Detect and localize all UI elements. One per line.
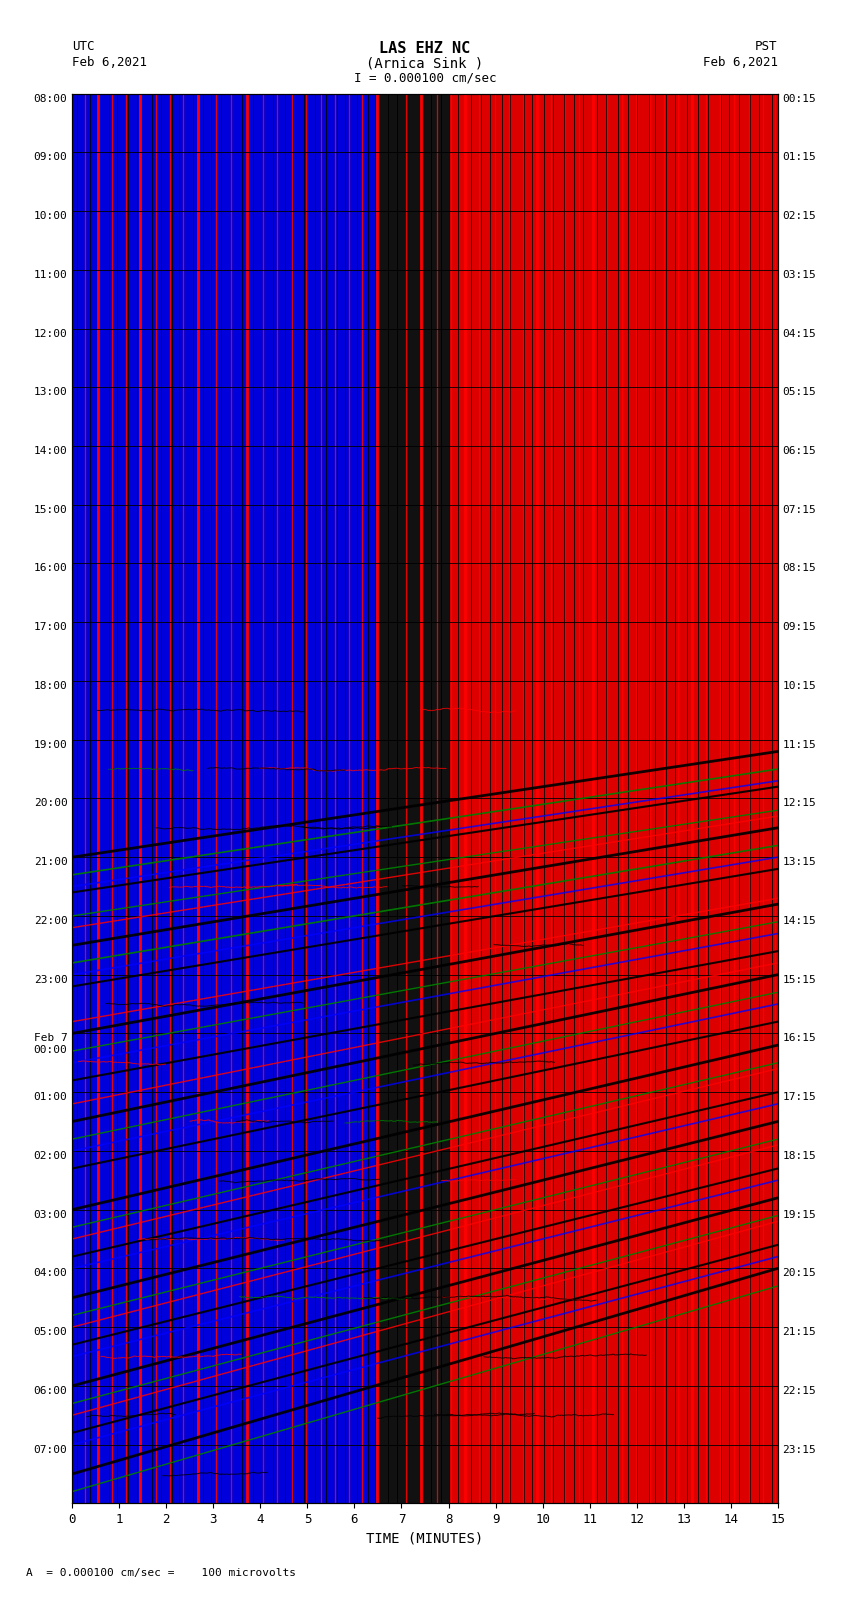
Bar [378, 505, 449, 563]
Bar [72, 94, 378, 152]
Bar [378, 1327, 449, 1386]
Bar [378, 798, 449, 857]
Bar [72, 447, 378, 505]
Bar [449, 152, 778, 211]
Bar [72, 211, 378, 269]
Bar [378, 447, 449, 505]
Bar [72, 1386, 378, 1445]
Bar [449, 623, 778, 681]
Bar [72, 1445, 378, 1503]
Text: (Arnica Sink ): (Arnica Sink ) [366, 56, 484, 71]
Bar [378, 211, 449, 269]
Bar [449, 1210, 778, 1268]
Bar [449, 94, 778, 152]
X-axis label: TIME (MINUTES): TIME (MINUTES) [366, 1532, 484, 1545]
Text: LAS EHZ NC: LAS EHZ NC [379, 40, 471, 56]
Bar [72, 798, 378, 857]
Bar [72, 857, 378, 916]
Bar [449, 211, 778, 269]
Bar [378, 387, 449, 447]
Bar [449, 387, 778, 447]
Bar [449, 1445, 778, 1503]
Bar [449, 1268, 778, 1327]
Bar [449, 269, 778, 329]
Bar [72, 974, 378, 1034]
Text: UTC: UTC [72, 40, 94, 53]
Bar [72, 740, 378, 798]
Bar [378, 681, 449, 740]
Bar [378, 563, 449, 623]
Bar [72, 152, 378, 211]
Bar [378, 1152, 449, 1210]
Bar [378, 1092, 449, 1152]
Bar [72, 1152, 378, 1210]
Bar [72, 623, 378, 681]
Bar [378, 1445, 449, 1503]
Bar [72, 329, 378, 387]
Bar [378, 1268, 449, 1327]
Bar [72, 269, 378, 329]
Bar [72, 563, 378, 623]
Bar [378, 1034, 449, 1092]
Bar [449, 447, 778, 505]
Bar [449, 505, 778, 563]
Bar [378, 94, 449, 152]
Bar [378, 740, 449, 798]
Bar [449, 1386, 778, 1445]
Text: Feb 6,2021: Feb 6,2021 [703, 56, 778, 69]
Text: PST: PST [756, 40, 778, 53]
Bar [378, 1386, 449, 1445]
Bar [378, 623, 449, 681]
Bar [449, 916, 778, 974]
Bar [378, 269, 449, 329]
Bar [449, 1092, 778, 1152]
Bar [449, 798, 778, 857]
Bar [378, 1210, 449, 1268]
Bar [449, 1034, 778, 1092]
Bar [72, 1092, 378, 1152]
Bar [72, 681, 378, 740]
Bar [449, 681, 778, 740]
Bar [449, 1327, 778, 1386]
Bar [72, 387, 378, 447]
Bar [378, 916, 449, 974]
Bar [378, 152, 449, 211]
Text: A  = 0.000100 cm/sec =    100 microvolts: A = 0.000100 cm/sec = 100 microvolts [26, 1568, 296, 1578]
Text: I = 0.000100 cm/sec: I = 0.000100 cm/sec [354, 71, 496, 84]
Text: Feb 6,2021: Feb 6,2021 [72, 56, 147, 69]
Bar [449, 329, 778, 387]
Bar [72, 1268, 378, 1327]
Bar [72, 1327, 378, 1386]
Bar [72, 1210, 378, 1268]
Bar [449, 974, 778, 1034]
Bar [378, 974, 449, 1034]
Bar [378, 329, 449, 387]
Bar [72, 1034, 378, 1092]
Bar [449, 1152, 778, 1210]
Bar [378, 857, 449, 916]
Bar [449, 857, 778, 916]
Bar [72, 505, 378, 563]
Bar [449, 563, 778, 623]
Bar [72, 916, 378, 974]
Bar [449, 740, 778, 798]
